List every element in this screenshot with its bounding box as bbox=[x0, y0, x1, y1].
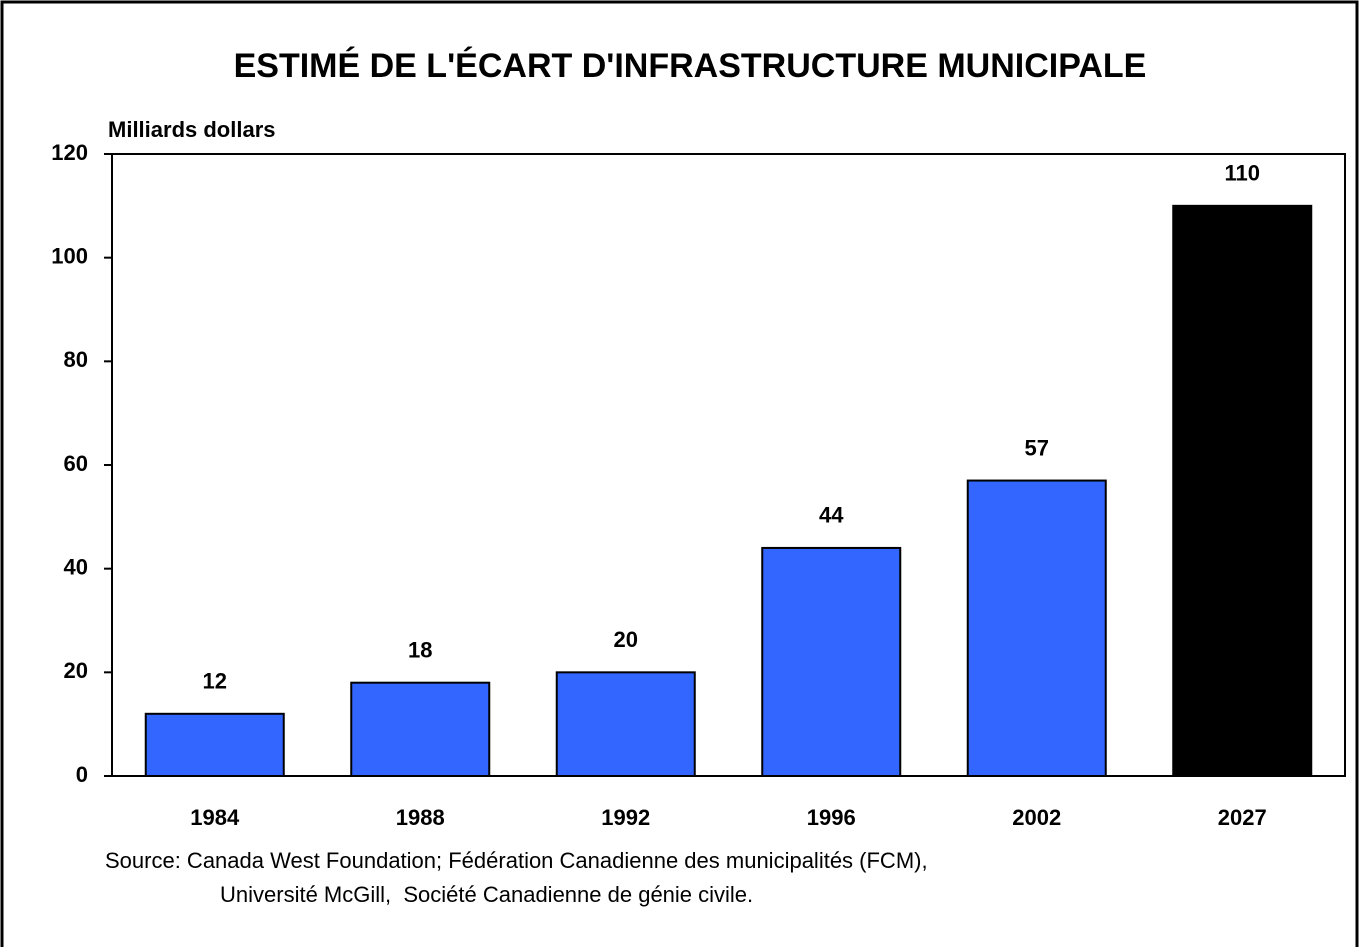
y-tick-label: 20 bbox=[64, 658, 88, 683]
y-tick-label: 80 bbox=[64, 347, 88, 372]
x-tick-label: 2027 bbox=[1218, 805, 1267, 830]
bar bbox=[555, 671, 696, 777]
x-tick-label: 1984 bbox=[190, 805, 240, 830]
data-label: 20 bbox=[614, 627, 638, 652]
y-tick-label: 40 bbox=[64, 554, 88, 579]
y-tick-label: 120 bbox=[51, 140, 88, 165]
x-tick-label: 1996 bbox=[807, 805, 856, 830]
plot-area bbox=[111, 153, 1346, 777]
y-tick-label: 60 bbox=[64, 451, 88, 476]
data-label: 44 bbox=[819, 503, 844, 528]
x-tick-label: 2002 bbox=[1012, 805, 1061, 830]
data-label: 12 bbox=[203, 669, 227, 694]
source-line: Source: Canada West Foundation; Fédérati… bbox=[105, 848, 928, 873]
bar bbox=[761, 546, 902, 778]
bar bbox=[350, 681, 491, 778]
data-label: 57 bbox=[1025, 435, 1049, 460]
chart-title: ESTIMÉ DE L'ÉCART D'INFRASTRUCTURE MUNIC… bbox=[234, 47, 1147, 85]
x-tick-label: 1992 bbox=[601, 805, 650, 830]
bar bbox=[144, 712, 285, 777]
x-tick-label: 1988 bbox=[396, 805, 445, 830]
source-line: Université McGill, Société Canadienne de… bbox=[220, 882, 753, 907]
bar bbox=[966, 479, 1107, 777]
data-label: 18 bbox=[408, 638, 432, 663]
y-axis-label: Milliards dollars bbox=[108, 117, 276, 142]
bar bbox=[1172, 204, 1313, 778]
data-label: 110 bbox=[1225, 161, 1261, 186]
y-tick-label: 0 bbox=[76, 762, 88, 787]
y-tick-label: 100 bbox=[51, 243, 88, 268]
